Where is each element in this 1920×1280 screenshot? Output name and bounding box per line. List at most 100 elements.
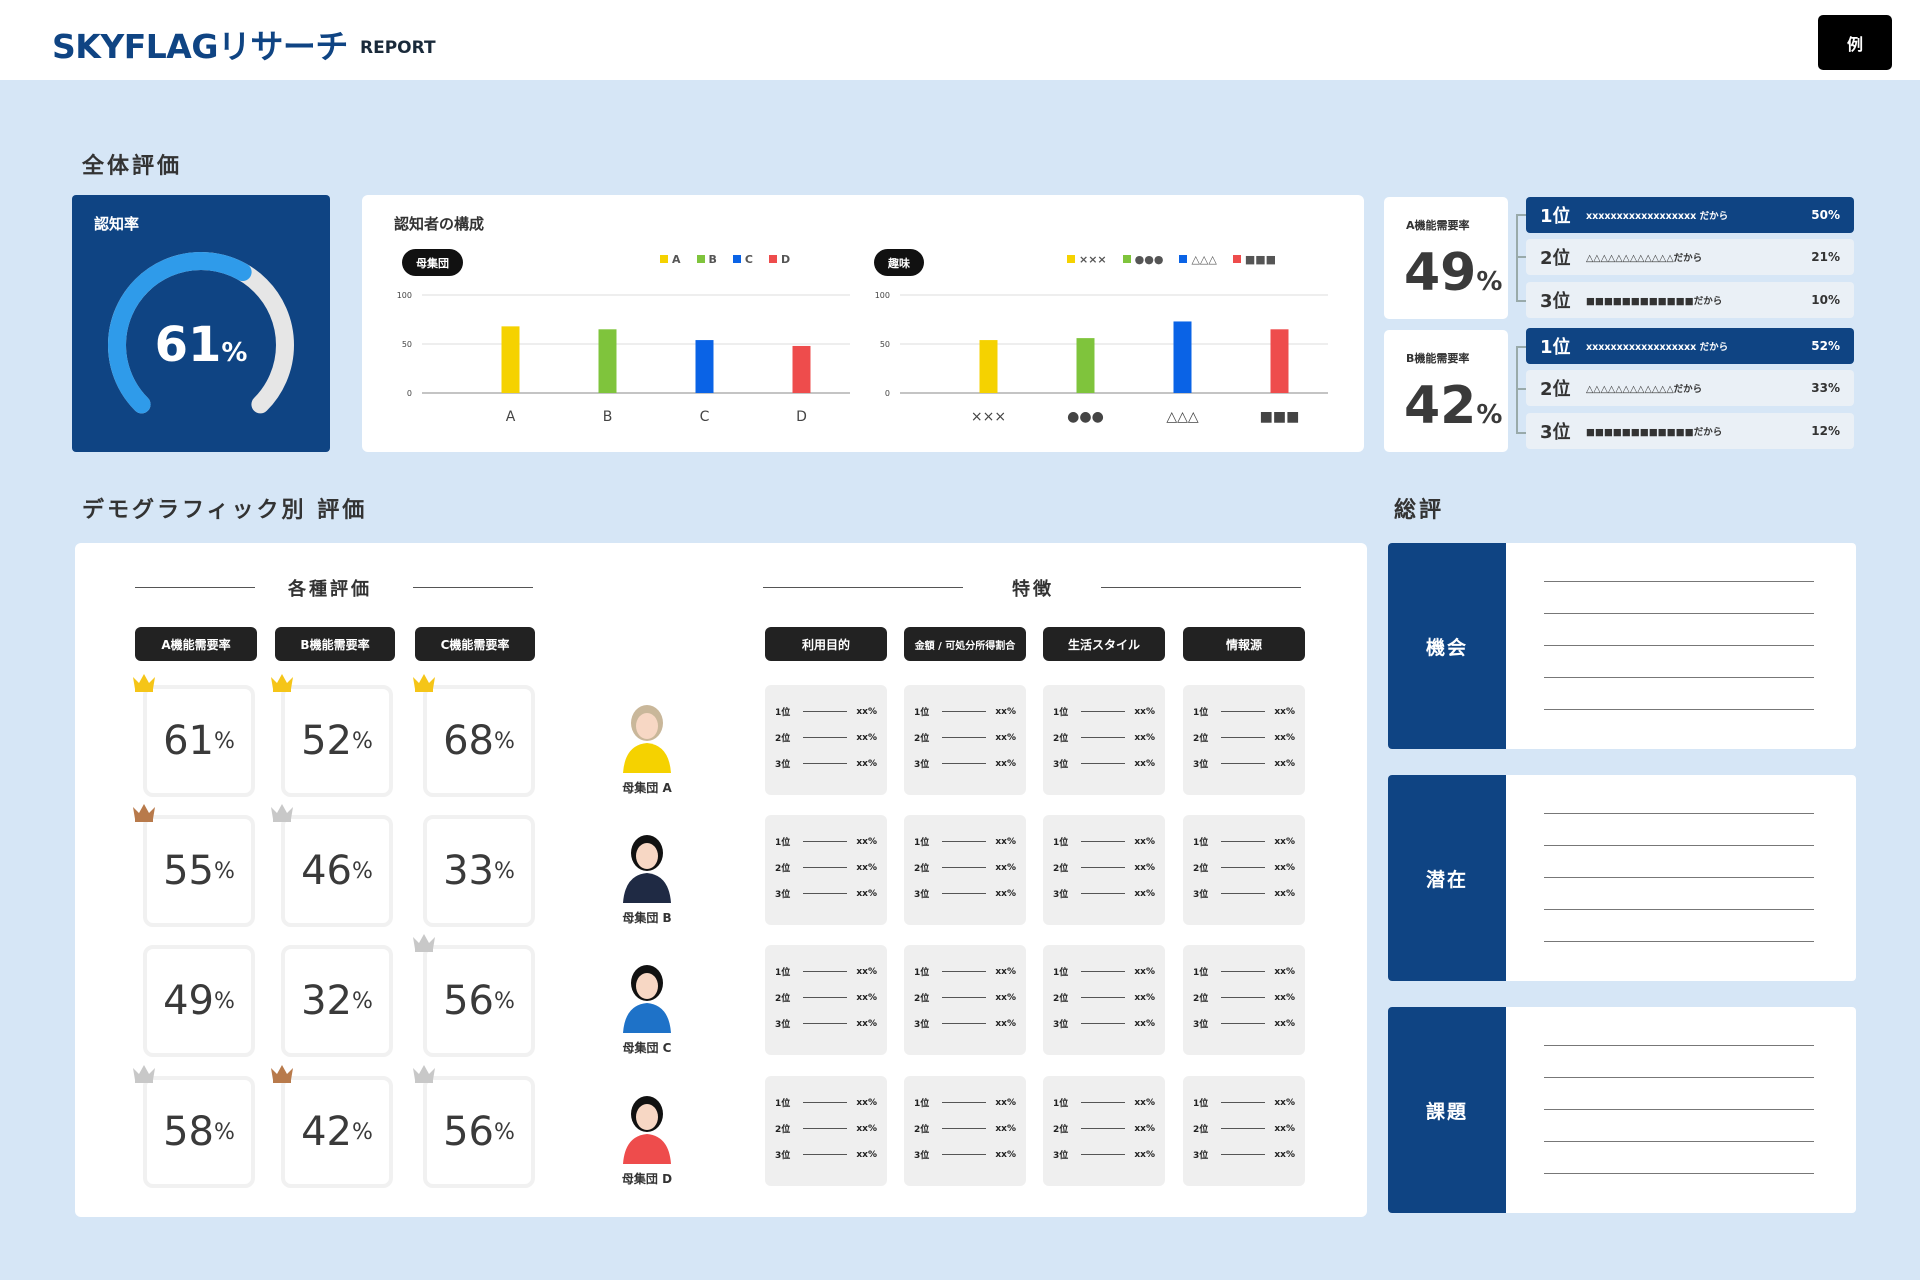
score-box: 32% bbox=[281, 945, 393, 1057]
summary-line bbox=[1544, 677, 1814, 678]
feature-rank-row: 3位 xx% bbox=[775, 888, 877, 901]
bracket-a bbox=[1516, 214, 1526, 302]
feature-header-spend: 金額 / 可処分所得割合 bbox=[904, 627, 1026, 661]
summary-line bbox=[1544, 645, 1814, 646]
feature-box: 1位 xx% 2位 xx% 3位 xx% bbox=[1043, 1076, 1165, 1186]
summary-label-issues: 課題 bbox=[1388, 1007, 1506, 1213]
person-icon bbox=[623, 965, 671, 1033]
feature-rank-row: 1位 xx% bbox=[1053, 706, 1155, 719]
feature-rank-row: 3位 xx% bbox=[1193, 888, 1295, 901]
feature-rank-row: 3位 xx% bbox=[775, 758, 877, 771]
legend-item: A bbox=[660, 253, 681, 266]
feature-box: 1位 xx% 2位 xx% 3位 xx% bbox=[765, 815, 887, 925]
chart1-pill[interactable]: 母集団 bbox=[402, 249, 463, 276]
awareness-card: 認知率 61% bbox=[72, 195, 330, 452]
feature-rank-row: 1位 xx% bbox=[775, 706, 877, 719]
legend-item: △△△ bbox=[1179, 253, 1217, 266]
chart2-pill[interactable]: 趣味 bbox=[874, 249, 924, 276]
score-box: 56% bbox=[423, 1076, 535, 1188]
divider bbox=[135, 587, 255, 588]
feature-header-lifestyle: 生活スタイル bbox=[1043, 627, 1165, 661]
feature-rank-row: 2位 xx% bbox=[775, 992, 877, 1005]
tick bbox=[1516, 214, 1526, 216]
demand-b-value: 42% bbox=[1404, 376, 1503, 436]
demographic-card: 各種評価 特徴 A機能需要率 B機能需要率 C機能需要率 利用目的 金額 / 可… bbox=[75, 543, 1367, 1217]
chart2-legend: ××× ●●● △△△ ■■■ bbox=[1067, 253, 1276, 266]
divider bbox=[763, 587, 963, 588]
bar-2 bbox=[1173, 321, 1192, 393]
feature-rank-row: 1位 xx% bbox=[1193, 836, 1295, 849]
summary-latent: 潜在 bbox=[1388, 775, 1856, 981]
summary-line bbox=[1544, 1141, 1814, 1142]
logo: SKYFLAGリサーチ bbox=[52, 27, 348, 66]
chart2-svg: 0 50 100 ××× ●●● △△△ ■■■ bbox=[875, 291, 1328, 425]
feature-box: 1位 xx% 2位 xx% 3位 xx% bbox=[765, 1076, 887, 1186]
demographic-section-title: デモグラフィック別 評価 bbox=[82, 498, 368, 523]
awareness-label: 認知率 bbox=[94, 215, 140, 233]
bar-3 bbox=[1270, 329, 1289, 393]
example-button[interactable]: 例 bbox=[1818, 15, 1892, 70]
feature-rank-row: 2位 xx% bbox=[1193, 732, 1295, 745]
feature-box: 1位 xx% 2位 xx% 3位 xx% bbox=[1183, 945, 1305, 1055]
tick bbox=[1516, 256, 1526, 258]
feature-box: 1位 xx% 2位 xx% 3位 xx% bbox=[904, 945, 1026, 1055]
feature-box: 1位 xx% 2位 xx% 3位 xx% bbox=[1043, 945, 1165, 1055]
bar-3 bbox=[792, 345, 811, 393]
feature-rank-row: 1位 xx% bbox=[1053, 966, 1155, 979]
rating-header-b: B機能需要率 bbox=[275, 627, 395, 661]
person-icon bbox=[623, 705, 671, 773]
features-title: 特徴 bbox=[1012, 579, 1054, 600]
feature-rank-row: 2位 xx% bbox=[914, 732, 1016, 745]
chart1-legend: A B C D bbox=[660, 253, 790, 266]
feature-box: 1位 xx% 2位 xx% 3位 xx% bbox=[1183, 1076, 1305, 1186]
feature-rank-row: 3位 xx% bbox=[1053, 758, 1155, 771]
feature-box: 1位 xx% 2位 xx% 3位 xx% bbox=[1043, 685, 1165, 795]
score-box: 33% bbox=[423, 815, 535, 927]
demand-a-label: A機能需要率 bbox=[1406, 219, 1470, 232]
feature-rank-row: 1位 xx% bbox=[914, 966, 1016, 979]
rating-header-a: A機能需要率 bbox=[135, 627, 257, 661]
feature-box: 1位 xx% 2位 xx% 3位 xx% bbox=[1183, 685, 1305, 795]
persona: 母集団 C bbox=[605, 959, 689, 1056]
summary-issues: 課題 bbox=[1388, 1007, 1856, 1213]
feature-box: 1位 xx% 2位 xx% 3位 xx% bbox=[904, 815, 1026, 925]
summary-line bbox=[1544, 709, 1814, 710]
feature-rank-row: 3位 xx% bbox=[1193, 758, 1295, 771]
feature-rank-row: 2位 xx% bbox=[1193, 1123, 1295, 1136]
crown-icon bbox=[133, 1065, 155, 1083]
crown-icon bbox=[413, 934, 435, 952]
awareness-value: 61% bbox=[154, 317, 248, 373]
summary-line bbox=[1544, 613, 1814, 614]
crown-icon bbox=[271, 1065, 293, 1083]
bar-0 bbox=[979, 340, 998, 393]
feature-box: 1位 xx% 2位 xx% 3位 xx% bbox=[765, 945, 887, 1055]
summary-line bbox=[1544, 1077, 1814, 1078]
summary-label-latent: 潜在 bbox=[1388, 775, 1506, 981]
y-tick-label: 50 bbox=[402, 340, 412, 349]
feature-rank-row: 2位 xx% bbox=[1053, 732, 1155, 745]
summary-line bbox=[1544, 1173, 1814, 1174]
x-tick-label: ■■■ bbox=[1260, 409, 1300, 425]
persona-label: 母集団 C bbox=[622, 1041, 672, 1055]
score-box: 49% bbox=[143, 945, 255, 1057]
feature-rank-row: 2位 xx% bbox=[1053, 992, 1155, 1005]
score-box: 58% bbox=[143, 1076, 255, 1188]
rating-header-c: C機能需要率 bbox=[415, 627, 535, 661]
feature-box: 1位 xx% 2位 xx% 3位 xx% bbox=[1043, 815, 1165, 925]
rank-a-2: 2位 △△△△△△△△△△△△だから 21% bbox=[1526, 239, 1854, 275]
x-tick-label: C bbox=[700, 409, 710, 425]
chart1-svg: 0 50 100 A B C D bbox=[397, 291, 850, 425]
divider bbox=[413, 587, 533, 588]
divider bbox=[1101, 587, 1301, 588]
score-box: 55% bbox=[143, 815, 255, 927]
persona-label: 母集団 B bbox=[622, 911, 672, 925]
score-box: 52% bbox=[281, 685, 393, 797]
feature-rank-row: 3位 xx% bbox=[1053, 1149, 1155, 1162]
persona-label: 母集団 A bbox=[622, 781, 672, 795]
feature-rank-row: 2位 xx% bbox=[1053, 1123, 1155, 1136]
y-tick-label: 100 bbox=[397, 291, 412, 300]
x-tick-label: D bbox=[796, 409, 807, 425]
feature-rank-row: 1位 xx% bbox=[775, 836, 877, 849]
x-tick-label: ××× bbox=[971, 409, 1006, 425]
summary-line bbox=[1544, 909, 1814, 910]
